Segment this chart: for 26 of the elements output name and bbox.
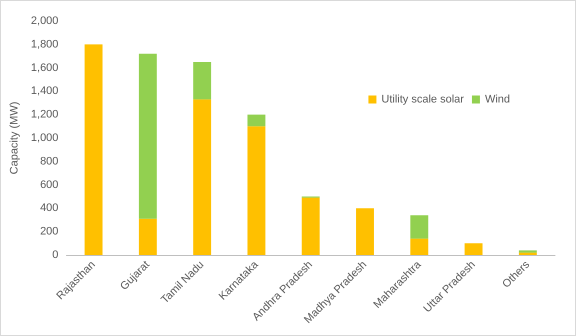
bar [193,99,212,255]
y-tick-label: 600 [40,178,58,191]
y-tick-label: 2,000 [30,15,58,27]
y-tick-label: 1,800 [30,38,58,50]
y-tick-label: 0 [52,249,58,261]
y-axis-title: Capacity (MW) [8,102,20,174]
y-tick-label: 1,200 [30,108,58,121]
bar [410,238,428,255]
bar [193,62,212,100]
bar [302,198,320,255]
bar [247,126,266,255]
legend-label: Utility scale solar [381,94,464,106]
y-tick-label: 800 [40,155,58,168]
y-tick-label: 400 [40,202,58,214]
y-tick-label: 1,600 [30,62,58,74]
bar [138,54,157,219]
bar [247,114,266,126]
bar [464,243,483,255]
bar [84,44,103,255]
bar [356,208,374,255]
y-tick-label: 200 [40,226,58,238]
y-tick-label: 1,400 [30,85,58,98]
y-tick-label: 1,000 [30,132,58,144]
bar [138,218,157,255]
legend-label: Wind [484,94,510,106]
bar [410,215,428,239]
